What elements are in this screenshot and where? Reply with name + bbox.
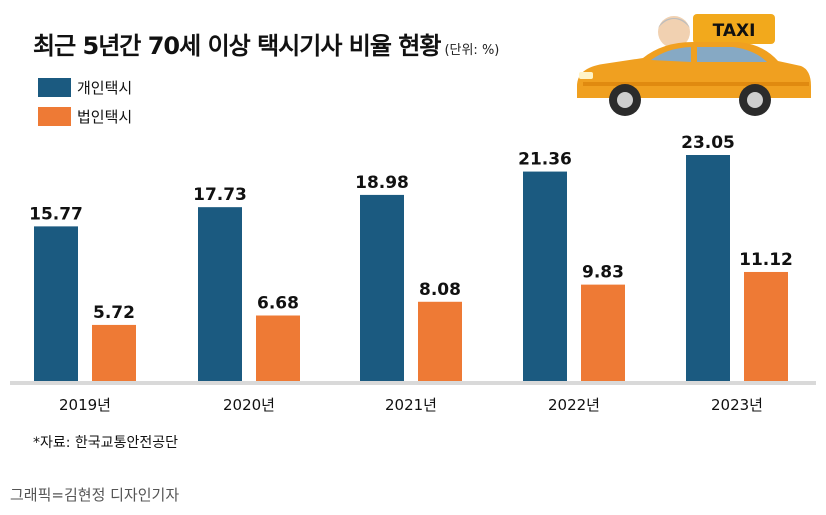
- x-tick-label-3: 2022년: [548, 396, 600, 414]
- taxi-headlight: [579, 72, 593, 79]
- taxi-body: [577, 42, 811, 98]
- credit-note: 그래픽=김현정 디자인기자: [10, 486, 180, 504]
- bar-personal-1: [198, 207, 242, 381]
- bar-personal-0: [34, 226, 78, 381]
- data-label-corporate-3: 9.83: [582, 263, 624, 283]
- driver-hair: [658, 18, 690, 28]
- legend-item-personal: 개인택시: [38, 76, 132, 98]
- x-axis-baseline: [10, 381, 816, 385]
- legend-swatch-corporate: [38, 106, 71, 126]
- taxi-sign-text: TAXI: [713, 21, 756, 41]
- data-label-personal-3: 21.36: [518, 150, 572, 170]
- x-tick-label-1: 2020년: [223, 396, 275, 414]
- bar-corporate-2: [418, 301, 462, 381]
- data-label-corporate-2: 8.08: [419, 280, 461, 300]
- taxi-hubcap-rear: [747, 92, 763, 108]
- data-label-personal-0: 15.77: [29, 204, 83, 224]
- legend-label-personal: 개인택시: [77, 78, 133, 97]
- taxi-illustration: TAXI: [577, 14, 811, 116]
- bar-corporate-4: [744, 271, 788, 381]
- x-tick-label-0: 2019년: [59, 396, 111, 414]
- data-label-corporate-1: 6.68: [257, 294, 299, 314]
- bar-personal-4: [686, 155, 730, 381]
- chart-title-wrap: 최근 5년간 70세 이상 택시기사 비율 현황 (단위: %): [33, 26, 499, 61]
- data-label-corporate-4: 11.12: [739, 250, 793, 270]
- source-note: *자료: 한국교통안전공단: [33, 435, 178, 451]
- data-label-corporate-0: 5.72: [93, 303, 135, 323]
- legend: 개인택시 법인택시: [38, 76, 132, 134]
- bar-corporate-0: [92, 324, 136, 381]
- bar-corporate-3: [581, 284, 625, 381]
- legend-item-corporate: 법인택시: [38, 105, 132, 127]
- bar-corporate-1: [256, 315, 300, 381]
- data-label-personal-4: 23.05: [681, 133, 735, 153]
- bar-personal-3: [523, 171, 567, 381]
- chart-title: 최근 5년간 70세 이상 택시기사 비율 현황: [33, 32, 441, 60]
- x-tick-label-2: 2021년: [385, 396, 437, 414]
- unit-label: (단위: %): [444, 43, 500, 58]
- bar-personal-2: [360, 194, 404, 381]
- x-tick-label-4: 2023년: [711, 396, 763, 414]
- data-label-personal-2: 18.98: [355, 173, 409, 193]
- taxi-roof-sign: [693, 14, 775, 44]
- taxi-stripe: [583, 82, 809, 86]
- driver-head: [658, 16, 690, 48]
- taxi-window-front: [651, 47, 691, 62]
- data-label-personal-1: 17.73: [193, 185, 247, 205]
- legend-swatch-personal: [38, 77, 71, 97]
- taxi-hubcap-front: [617, 92, 633, 108]
- legend-label-corporate: 법인택시: [77, 107, 133, 126]
- bar-chart: 15.77 5.72 2019년 17.73 6.68 2020년 18.98 8.08 202…: [10, 133, 816, 414]
- taxi-window-rear: [697, 47, 767, 62]
